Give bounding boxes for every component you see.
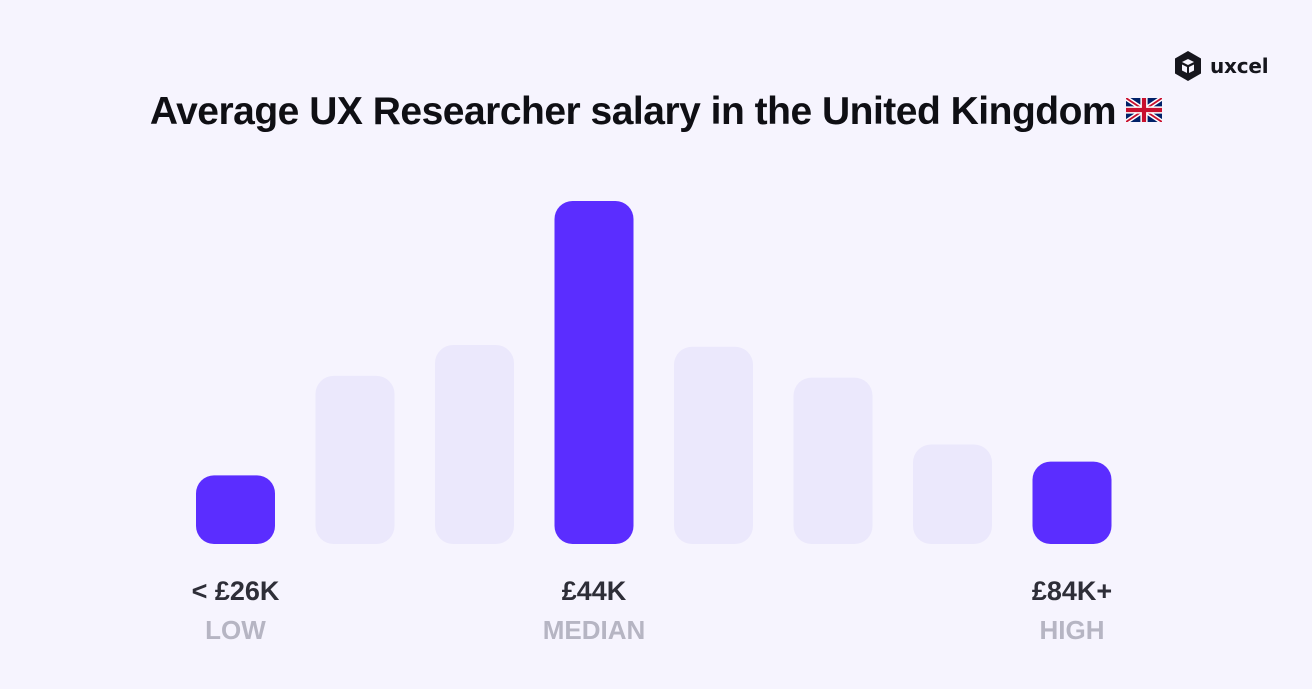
bar-4 — [554, 201, 634, 544]
bar-1 — [196, 475, 275, 544]
salary-value-label: < £26K — [191, 576, 280, 606]
brand-logo: uxcel — [1173, 50, 1269, 82]
salary-value-label: £84K+ — [1031, 576, 1113, 606]
bar-label-high: £84K+ HIGH — [972, 576, 1172, 646]
bar-label-low: < £26K LOW — [136, 576, 336, 646]
bar-label-median: £44K MEDIAN — [494, 576, 694, 646]
salary-category-label: MEDIAN — [542, 615, 646, 645]
bar-2 — [315, 375, 395, 544]
salary-category-label: LOW — [205, 615, 266, 645]
chart-title-text: Average UX Researcher salary in the Unit… — [149, 90, 1117, 133]
uk-flag-icon — [1124, 88, 1164, 132]
salary-category-label: HIGH — [1039, 615, 1105, 645]
chart-title: Average UX Researcher salary in the Unit… — [0, 88, 1312, 134]
bar-3 — [435, 345, 514, 544]
bar-6 — [793, 377, 873, 544]
bar-7 — [913, 444, 992, 544]
uxcel-cube-logo-icon — [1175, 51, 1201, 81]
bar-8 — [1032, 461, 1112, 544]
brand-name: uxcel — [1210, 54, 1269, 78]
salary-value-label: £44K — [561, 576, 627, 606]
bar-5 — [674, 346, 753, 544]
